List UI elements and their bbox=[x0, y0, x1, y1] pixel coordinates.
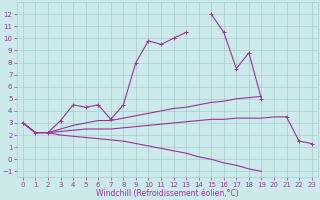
X-axis label: Windchill (Refroidissement éolien,°C): Windchill (Refroidissement éolien,°C) bbox=[96, 189, 239, 198]
